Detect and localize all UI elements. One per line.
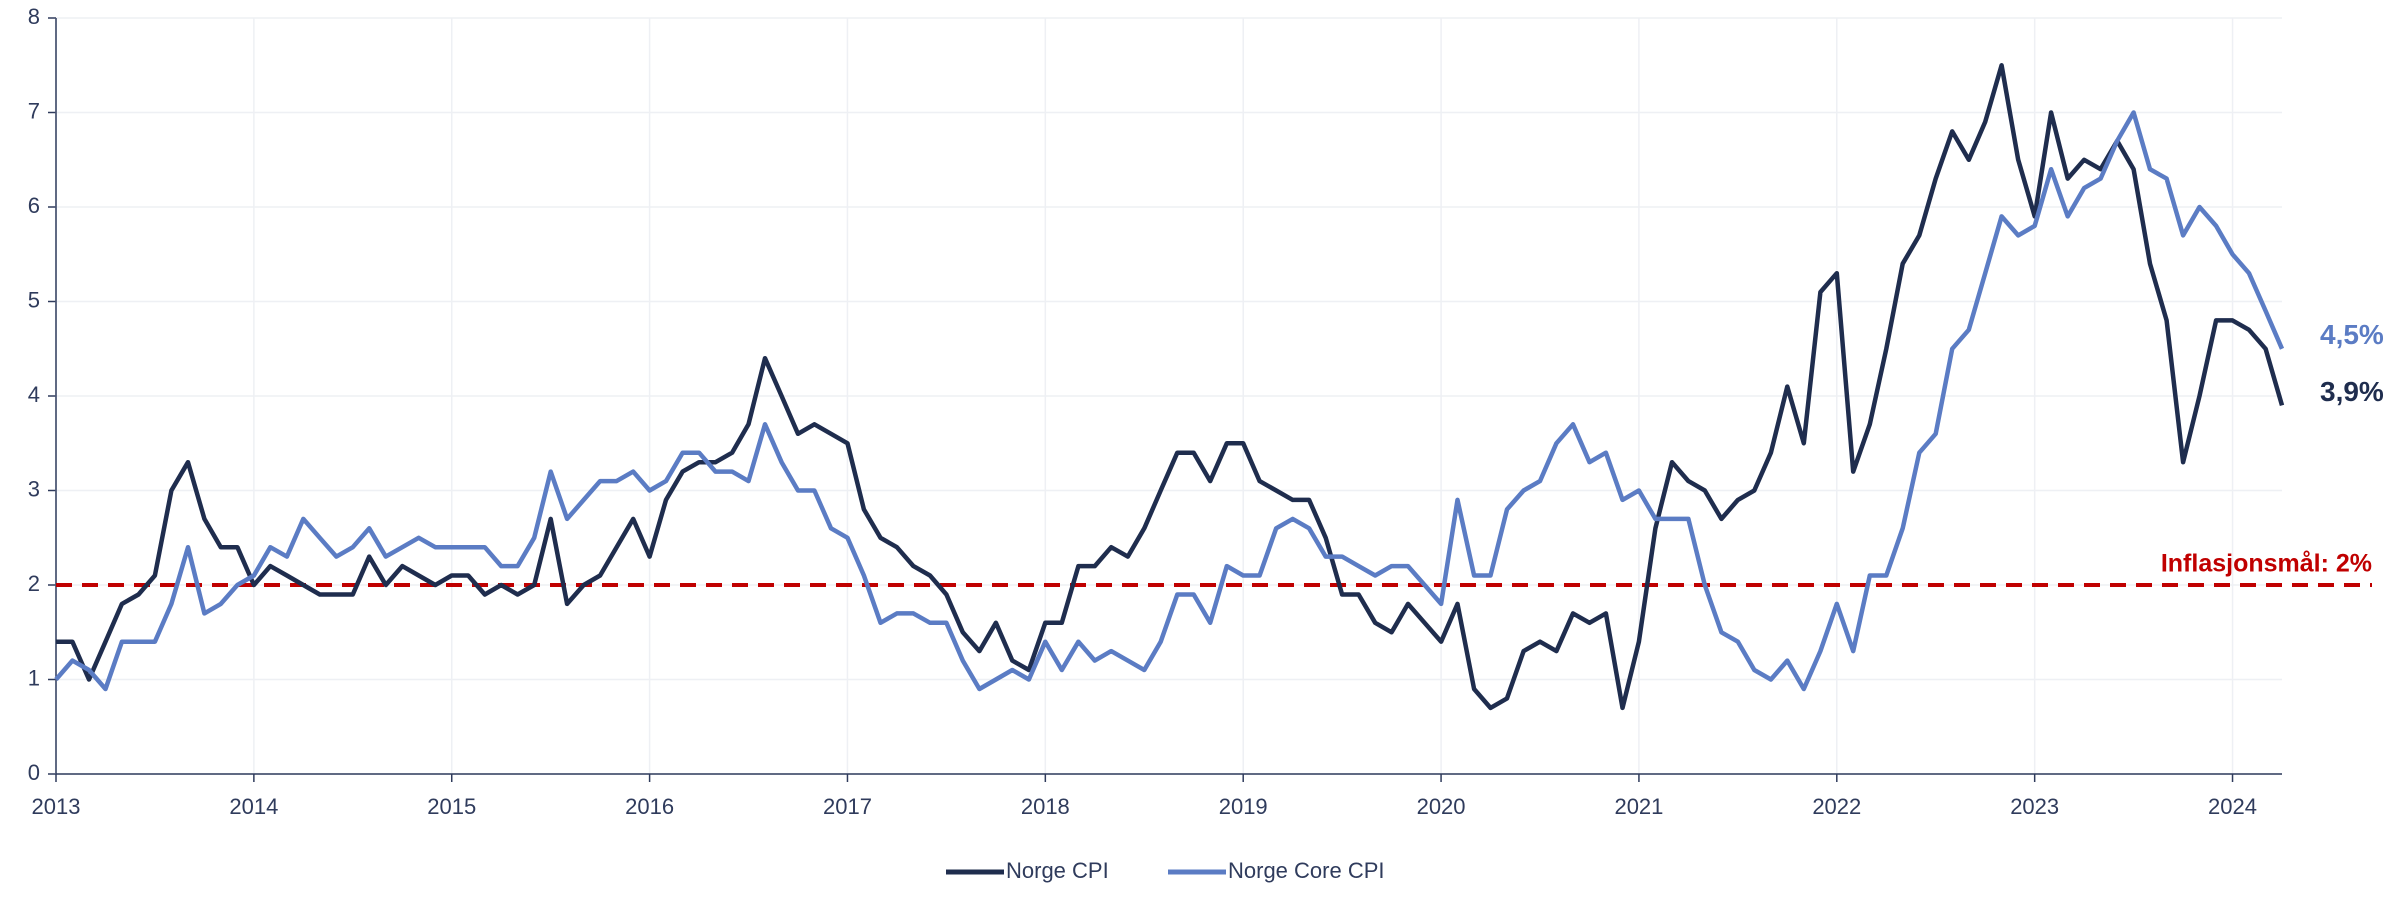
x-tick-label: 2014 bbox=[229, 794, 278, 819]
x-tick-label: 2023 bbox=[2010, 794, 2059, 819]
x-tick-label: 2022 bbox=[1812, 794, 1861, 819]
x-tick-label: 2015 bbox=[427, 794, 476, 819]
x-tick-label: 2016 bbox=[625, 794, 674, 819]
y-tick-label: 0 bbox=[28, 760, 40, 785]
x-tick-label: 2019 bbox=[1219, 794, 1268, 819]
y-tick-label: 3 bbox=[28, 476, 40, 501]
x-tick-label: 2017 bbox=[823, 794, 872, 819]
x-tick-label: 2020 bbox=[1417, 794, 1466, 819]
target-label: Inflasjonsmål: 2% bbox=[2161, 550, 2372, 578]
y-tick-label: 4 bbox=[28, 382, 40, 407]
x-tick-label: 2024 bbox=[2208, 794, 2257, 819]
series-line bbox=[56, 63, 2285, 711]
end-label: 3,9% bbox=[2320, 376, 2384, 407]
y-tick-label: 5 bbox=[28, 287, 40, 312]
series-line bbox=[54, 110, 2285, 692]
y-tick-label: 1 bbox=[28, 665, 40, 690]
x-tick-label: 2021 bbox=[1614, 794, 1663, 819]
legend-label: Norge Core CPI bbox=[1228, 858, 1385, 883]
y-tick-label: 2 bbox=[28, 571, 40, 596]
x-tick-label: 2018 bbox=[1021, 794, 1070, 819]
legend-label: Norge CPI bbox=[1006, 858, 1109, 883]
y-tick-label: 7 bbox=[28, 98, 40, 123]
y-tick-label: 8 bbox=[28, 4, 40, 29]
y-tick-label: 6 bbox=[28, 193, 40, 218]
x-tick-label: 2013 bbox=[32, 794, 81, 819]
end-label: 4,5% bbox=[2320, 319, 2384, 350]
